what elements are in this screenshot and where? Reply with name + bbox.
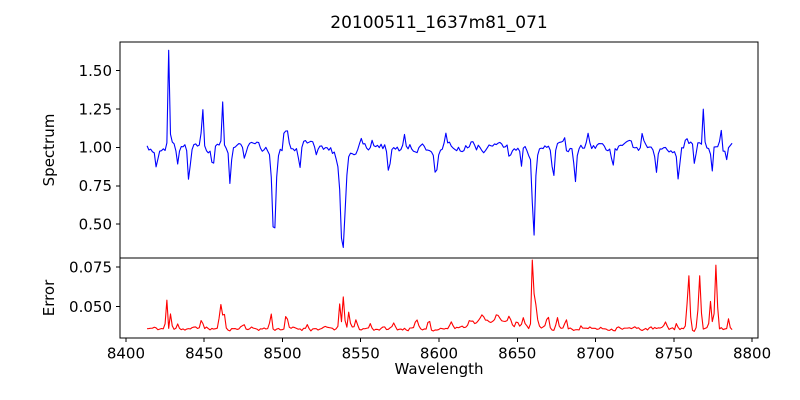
- x-tick-label: 8450: [185, 345, 223, 363]
- chart-title: 20100511_1637m81_071: [330, 13, 548, 33]
- x-tick-label: 8650: [498, 345, 536, 363]
- y-tick-label: 0.050: [69, 298, 112, 316]
- y-tick-label: 1.50: [79, 62, 112, 80]
- y-tick-label: 1.25: [79, 100, 112, 118]
- y-tick-label: 1.00: [79, 139, 112, 157]
- error-line: [147, 259, 733, 332]
- x-tick-label: 8750: [655, 345, 693, 363]
- x-tick-label: 8500: [263, 345, 301, 363]
- spectrum-line: [146, 49, 733, 248]
- subplot-1-spines: [119, 257, 759, 339]
- x-axis-label: Wavelength: [394, 360, 484, 378]
- x-tick-label: 8700: [576, 345, 614, 363]
- x-tick-label: 8400: [107, 345, 145, 363]
- y-tick-label: 0.50: [79, 215, 112, 233]
- x-tick-label: 8550: [342, 345, 380, 363]
- y-tick-label: 0.75: [79, 177, 112, 195]
- x-tick-label: 8800: [733, 345, 771, 363]
- x-tick-label: 8600: [420, 345, 458, 363]
- subplot-0-spines: [119, 41, 759, 259]
- y-tick-label: 0.075: [69, 258, 112, 276]
